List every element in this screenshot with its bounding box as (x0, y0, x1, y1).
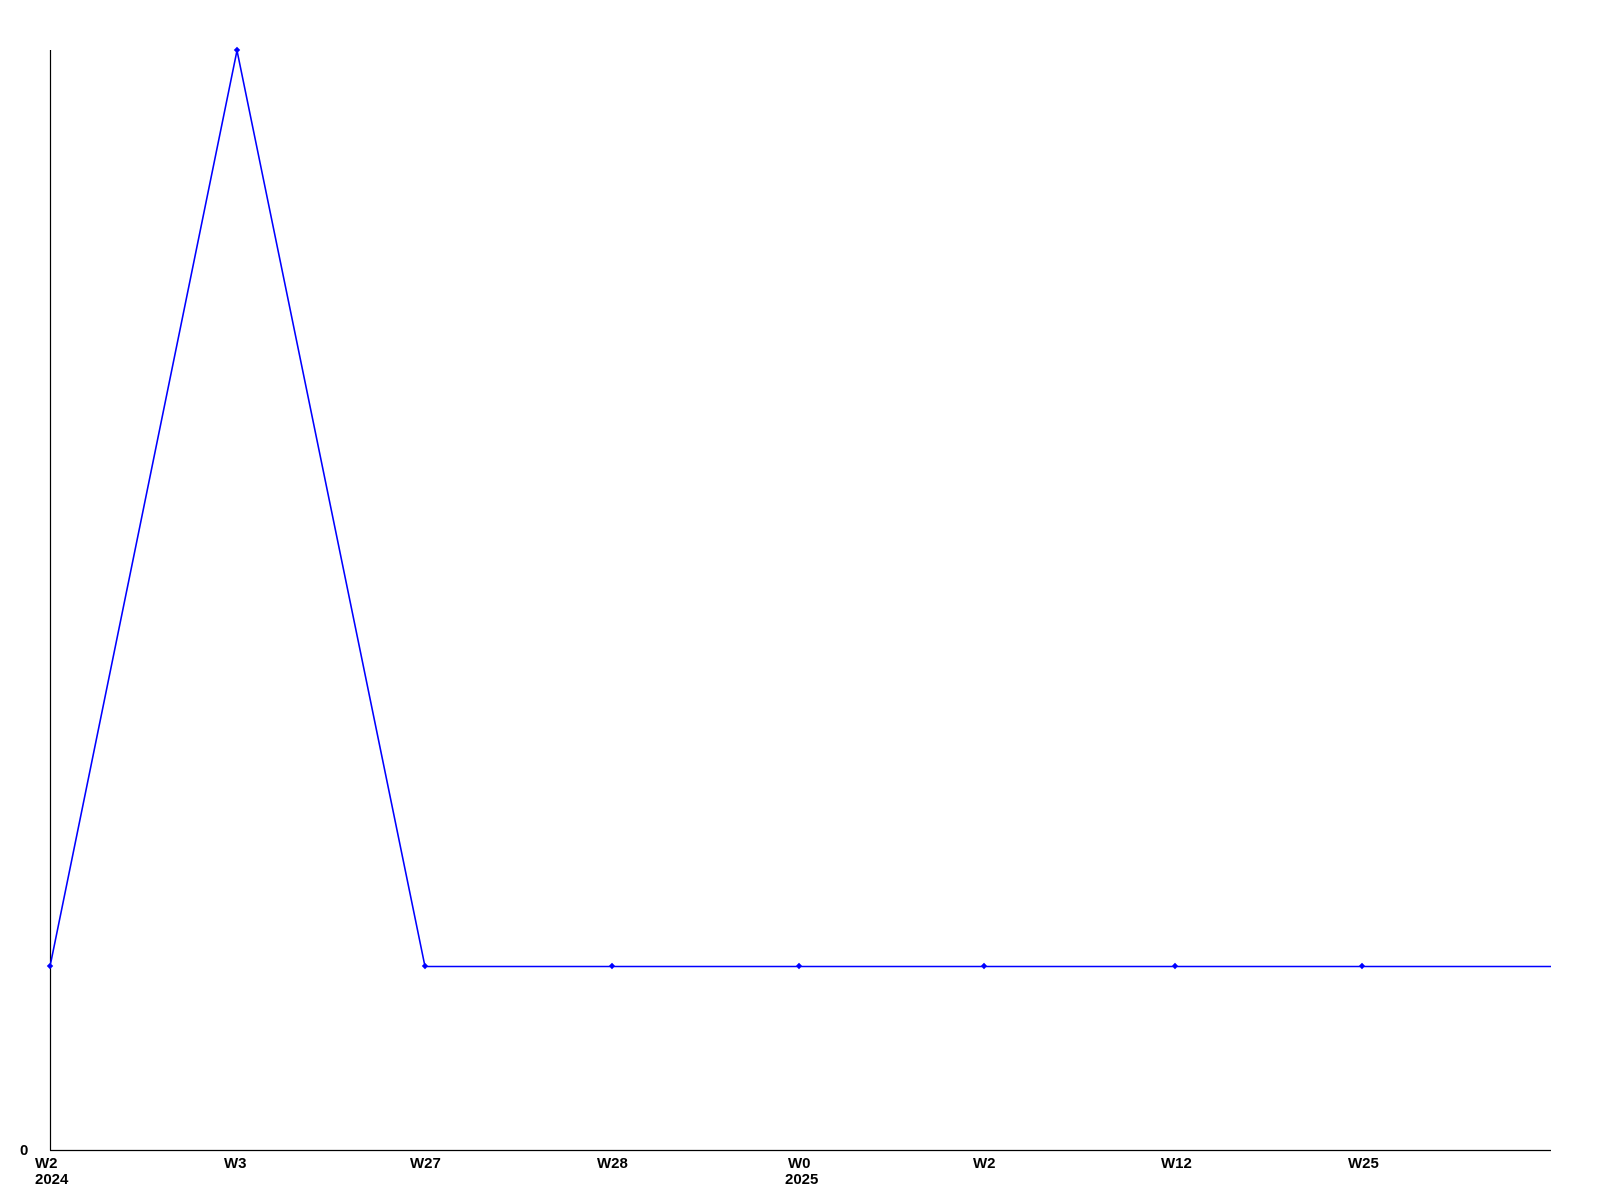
svg-text:W25: W25 (1348, 1155, 1379, 1172)
svg-text:W2: W2 (35, 1155, 58, 1172)
svg-text:W27: W27 (410, 1155, 441, 1172)
svg-text:W28: W28 (597, 1155, 628, 1172)
svg-text:2025: 2025 (785, 1171, 818, 1188)
svg-text:W12: W12 (1161, 1155, 1192, 1172)
svg-text:W0: W0 (788, 1155, 811, 1172)
svg-text:W3: W3 (224, 1155, 247, 1172)
svg-text:W2: W2 (973, 1155, 996, 1172)
svg-text:0: 0 (20, 1142, 28, 1159)
svg-text:2024: 2024 (35, 1171, 69, 1188)
